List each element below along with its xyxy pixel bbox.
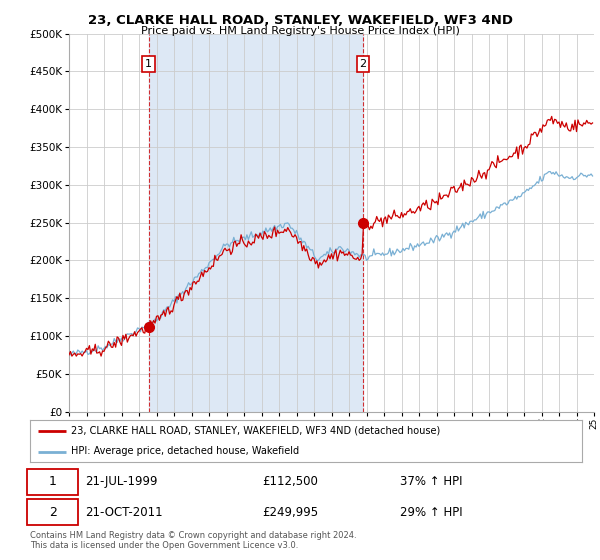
Text: 37% ↑ HPI: 37% ↑ HPI [400,475,463,488]
Text: 1: 1 [145,59,152,69]
FancyBboxPatch shape [27,469,78,495]
Text: Contains HM Land Registry data © Crown copyright and database right 2024.
This d: Contains HM Land Registry data © Crown c… [30,531,356,550]
Text: £249,995: £249,995 [262,506,318,519]
Text: 1: 1 [49,475,56,488]
Text: 2: 2 [359,59,367,69]
Text: £112,500: £112,500 [262,475,318,488]
Text: 21-OCT-2011: 21-OCT-2011 [85,506,163,519]
Text: 23, CLARKE HALL ROAD, STANLEY, WAKEFIELD, WF3 4ND: 23, CLARKE HALL ROAD, STANLEY, WAKEFIELD… [88,14,512,27]
Text: 21-JUL-1999: 21-JUL-1999 [85,475,158,488]
FancyBboxPatch shape [27,499,78,525]
Text: Price paid vs. HM Land Registry's House Price Index (HPI): Price paid vs. HM Land Registry's House … [140,26,460,36]
Text: 2: 2 [49,506,56,519]
Text: HPI: Average price, detached house, Wakefield: HPI: Average price, detached house, Wake… [71,446,299,456]
Bar [149,34,363,412]
Text: 29% ↑ HPI: 29% ↑ HPI [400,506,463,519]
Text: 23, CLARKE HALL ROAD, STANLEY, WAKEFIELD, WF3 4ND (detached house): 23, CLARKE HALL ROAD, STANLEY, WAKEFIELD… [71,426,440,436]
